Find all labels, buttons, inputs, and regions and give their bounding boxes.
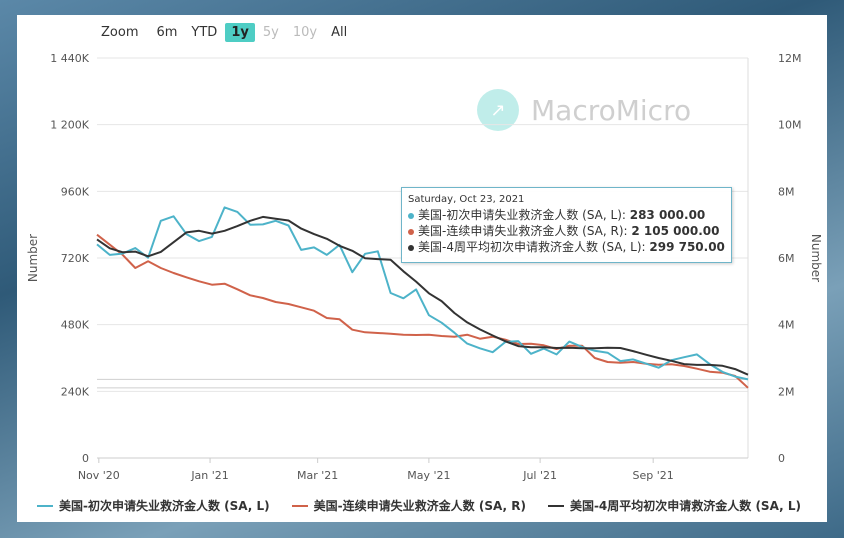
x-tick-label: May '21 xyxy=(407,469,450,482)
series-line-continuing-claims xyxy=(96,233,749,389)
range-6m-button[interactable]: 6m xyxy=(156,24,178,40)
tooltip-value: 283 000.00 xyxy=(629,208,706,222)
range-10y-button: 10y xyxy=(292,24,318,40)
y-left-tick-label: 240K xyxy=(61,385,90,398)
series-dot-icon xyxy=(408,228,414,235)
tooltip-row: 美国-4周平均初次申请救济金人数 (SA, L): 299 750.00 xyxy=(408,239,725,255)
macromicro-logo-icon: ↗ xyxy=(477,89,519,131)
zoom-label: Zoom xyxy=(101,24,139,40)
y-right-tick-label: 10M xyxy=(778,119,802,132)
legend-item-4wk-average[interactable]: 美国-4周平均初次申请救济金人数 (SA, L) xyxy=(547,497,801,514)
y-right-tick-label: 4M xyxy=(778,319,795,332)
watermark: ↗ MacroMicro xyxy=(477,89,691,131)
legend-swatch xyxy=(547,504,564,507)
legend-label: 美国-连续申请失业救济金人数 (SA, R) xyxy=(313,499,526,513)
series-line-initial-claims xyxy=(96,206,749,381)
tooltip-label: 美国-4周平均初次申请救济金人数 (SA, L): xyxy=(418,240,650,254)
y-left-tick-label: 1 440K xyxy=(50,52,89,65)
y-left-tick-label: 1 200K xyxy=(50,119,89,132)
legend-label: 美国-4周平均初次申请救济金人数 (SA, L) xyxy=(569,499,801,513)
y-right-tick-label: 8M xyxy=(778,185,795,198)
series-line-4wk-average xyxy=(96,215,749,376)
legend-item-initial-claims[interactable]: 美国-初次申请失业救济金人数 (SA, L) xyxy=(37,497,270,514)
y-left-tick-label: 960K xyxy=(61,185,90,198)
series-dot-icon xyxy=(408,244,414,251)
tooltip-value: 2 105 000.00 xyxy=(631,224,720,238)
legend-swatch xyxy=(37,504,53,507)
legend-item-continuing-claims[interactable]: 美国-连续申请失业救济金人数 (SA, R) xyxy=(291,497,526,514)
tooltip-row: 美国-初次申请失业救济金人数 (SA, L): 283 000.00 xyxy=(408,207,725,223)
legend-swatch xyxy=(291,504,308,507)
range-1y-button[interactable]: 1y xyxy=(225,22,255,42)
y-right-axis-title: Number xyxy=(809,234,823,282)
y-right-tick-label: 0 xyxy=(778,452,785,465)
tooltip-date: Saturday, Oct 23, 2021 xyxy=(408,194,525,205)
y-right-tick-label: 12M xyxy=(778,52,802,65)
series-dot-icon xyxy=(408,212,414,219)
range-5y-button: 5y xyxy=(262,24,279,40)
legend-label: 美国-初次申请失业救济金人数 (SA, L) xyxy=(59,499,270,513)
x-tick-label: Jan '21 xyxy=(190,469,228,482)
y-right-tick-label: 6M xyxy=(778,252,795,265)
tooltip-value: 299 750.00 xyxy=(649,240,725,254)
watermark-text: MacroMicro xyxy=(531,93,692,127)
tooltip-row: 美国-连续申请失业救济金人数 (SA, R): 2 105 000.00 xyxy=(408,223,725,239)
chart-legend: 美国-初次申请失业救济金人数 (SA, L) 美国-连续申请失业救济金人数 (S… xyxy=(37,497,817,514)
y-left-tick-label: 720K xyxy=(61,252,90,265)
chart-tooltip: Saturday, Oct 23, 2021 美国-初次申请失业救济金人数 (S… xyxy=(401,187,732,263)
x-tick-label: Sep '21 xyxy=(633,469,674,482)
y-right-tick-label: 2M xyxy=(778,385,795,398)
line-chart[interactable]: 0 0 240K 2M 480K 4M 720K 6M 960K 8M 1 200K 10M 1 440… xyxy=(17,15,827,522)
range-ytd-button[interactable]: YTD xyxy=(191,24,218,40)
range-all-button[interactable]: All xyxy=(331,24,348,40)
chart-panel: Zoom 6m YTD 1y 5y 10y All ↗ MacroMicro 0… xyxy=(17,15,827,522)
range-selector: Zoom 6m YTD 1y 5y 10y All xyxy=(101,21,353,43)
y-left-axis-title: Number xyxy=(26,234,40,282)
tooltip-label: 美国-连续申请失业救济金人数 (SA, R): xyxy=(418,224,632,238)
y-left-tick-label: 480K xyxy=(61,319,90,332)
x-tick-label: Jul '21 xyxy=(522,469,557,482)
x-tick-label: Mar '21 xyxy=(297,469,338,482)
y-left-tick-label: 0 xyxy=(82,452,89,465)
x-tick-label: Nov '20 xyxy=(78,469,120,482)
tooltip-label: 美国-初次申请失业救济金人数 (SA, L): xyxy=(418,208,630,222)
